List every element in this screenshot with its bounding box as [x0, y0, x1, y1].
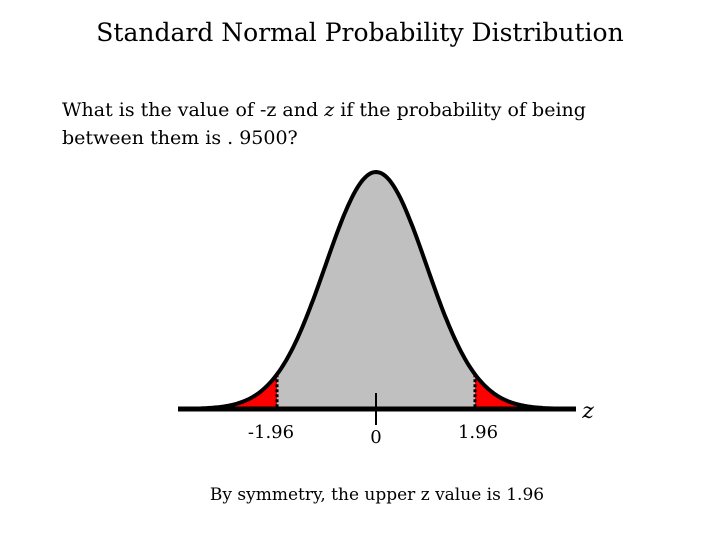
question-text: What is the value of -z and z if the pro…	[62, 96, 642, 152]
upper-tail-area	[475, 374, 556, 409]
question-part-2: if the probability of being between them…	[62, 99, 586, 149]
central-probability-area	[277, 172, 475, 409]
upper-critical-label: 1.96	[458, 422, 498, 443]
lower-tail-area	[194, 374, 277, 409]
axis-label-z: z	[581, 399, 594, 424]
slide-title: Standard Normal Probability Distribution	[96, 18, 624, 47]
question-z-variable: z	[324, 99, 335, 121]
normal-curve	[194, 169, 556, 411]
center-label: 0	[370, 427, 381, 448]
lower-critical-label: -1.96	[248, 422, 294, 443]
conclusion-text: By symmetry, the upper z value is 1.96	[209, 485, 545, 505]
question-part-1: What is the value of -z and	[62, 99, 325, 121]
